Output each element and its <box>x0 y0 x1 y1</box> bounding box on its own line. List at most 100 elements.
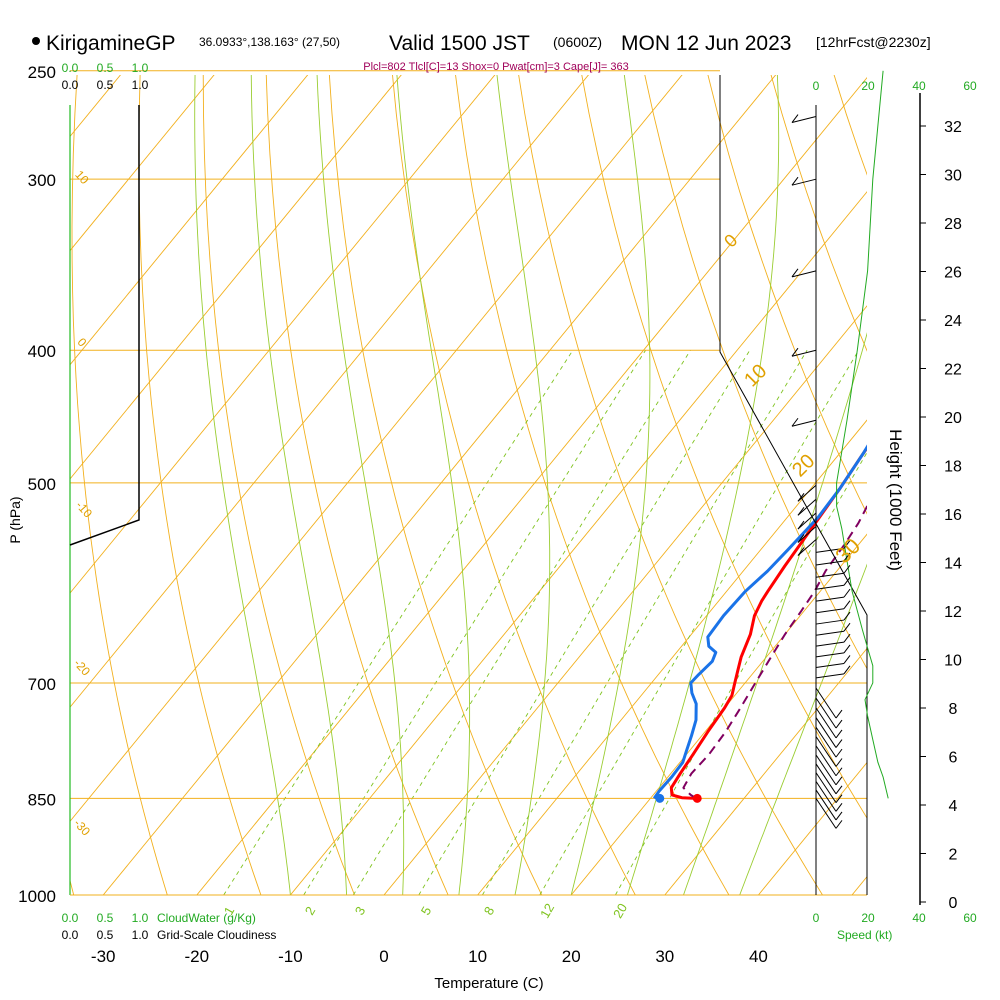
pressure-tick-label: 500 <box>28 475 56 494</box>
wind-barb <box>815 673 845 679</box>
isotherm-line <box>70 75 215 252</box>
isotherm-label: 10 <box>72 168 92 188</box>
height-axis-label: Height (1000 Feet) <box>886 429 905 571</box>
moist-adiabat-line <box>194 75 291 895</box>
height-tick-label: 16 <box>944 507 962 524</box>
cloudiness-bottom-tick-label: 0.5 <box>97 928 114 942</box>
dry-adiabat-line <box>581 75 867 819</box>
dry-adiabat-line <box>959 71 1000 895</box>
wind-barb <box>815 630 845 636</box>
speed-bottom-tick-label: 0 <box>813 911 820 925</box>
height-tick-label: 32 <box>944 119 962 136</box>
height-tick-label: 2 <box>949 847 958 864</box>
temperature-tick-label: 20 <box>562 947 581 966</box>
height-tick-label: 20 <box>944 410 962 427</box>
wind-barb <box>797 526 817 543</box>
wind-barb-flag <box>843 552 851 562</box>
cloudiness-top-tick-label: 1.0 <box>132 78 149 92</box>
cloudiness-bottom-tick-label: 0.0 <box>62 928 79 942</box>
surface-temperature-point <box>692 793 702 803</box>
series-temperature-line <box>669 445 867 800</box>
adiabat-label: 0 <box>720 230 741 251</box>
wind-barb-flag <box>791 114 799 123</box>
dry-adiabat-line <box>202 75 355 895</box>
wind-barb-flag <box>835 709 843 719</box>
wind-barb-flag <box>835 758 843 767</box>
mixing-ratio-label: 20 <box>610 901 630 921</box>
wind-barb-flag <box>835 748 843 758</box>
cloudiness-top-tick-label: 0.0 <box>62 78 79 92</box>
wind-barb-flag <box>791 176 799 186</box>
height-tick-label: 14 <box>944 556 962 573</box>
cloudiness-profile <box>69 105 140 546</box>
wind-barb <box>797 484 817 502</box>
speed-bottom-tick-label: 40 <box>912 911 926 925</box>
cloudiness-label: Grid-Scale Cloudiness <box>157 928 276 942</box>
wind-barb-flag <box>797 492 805 502</box>
wind-barb <box>797 539 817 556</box>
wind-barb <box>815 798 837 829</box>
cloudiness-bottom-tick-label: 1.0 <box>132 928 149 942</box>
isotherm-line <box>70 75 402 480</box>
mixing-ratio-line <box>223 349 574 895</box>
pressure-tick-label: 850 <box>28 790 56 809</box>
isotherm-label: -30 <box>71 816 93 838</box>
series-parcel-line <box>682 504 867 800</box>
moist-adiabat-line <box>570 75 651 895</box>
isotherm-label: -20 <box>71 656 93 678</box>
wind-barb <box>815 789 837 821</box>
wind-barb-flag <box>843 564 851 574</box>
temperature-tick-label: -30 <box>91 947 116 966</box>
speed-bottom-tick-label: 60 <box>963 911 977 925</box>
wind-barb <box>815 772 837 803</box>
mixing-ratio-line <box>418 349 751 895</box>
height-tick-label: 6 <box>949 750 958 767</box>
isotherm-line <box>851 875 867 895</box>
dry-adiabat-line <box>518 75 823 895</box>
temperature-tick-label: 10 <box>468 947 487 966</box>
wind-barb-flag <box>797 534 805 543</box>
wind-barb-flag <box>835 785 843 795</box>
wind-barb <box>797 498 817 516</box>
wind-barb <box>815 596 845 602</box>
wind-barb-flag <box>797 520 805 530</box>
isotherm-label: -10 <box>73 498 95 520</box>
height-tick-label: 0 <box>949 895 958 912</box>
wind-barb <box>791 270 817 278</box>
pressure-tick-label: 250 <box>28 63 56 82</box>
wind-barb-flag <box>843 600 851 609</box>
wind-barb-flag <box>843 655 851 664</box>
wind-barb <box>815 547 845 553</box>
dry-adiabat-line <box>392 75 636 895</box>
mixing-ratio-line <box>482 349 808 895</box>
pressure-tick-label: 700 <box>28 675 56 694</box>
wind-barb <box>791 419 817 427</box>
cloudwater-top-tick-label: 0.0 <box>62 61 79 75</box>
y-axis-label: P (hPa) <box>7 496 23 543</box>
dry-adiabat-line <box>770 75 867 352</box>
adiabat-label: 20 <box>788 450 819 481</box>
isotherm-label: 0 <box>75 335 90 350</box>
wind-barb <box>815 572 845 578</box>
wind-barb <box>815 619 845 625</box>
cloudwater-label: CloudWater (g/Kg) <box>157 911 256 925</box>
wind-barb-flag <box>843 665 851 675</box>
valid-utc: (0600Z) <box>553 34 602 50</box>
wind-barb <box>815 641 845 647</box>
speed-top-tick-label: 60 <box>963 79 977 93</box>
height-tick-label: 10 <box>944 653 962 670</box>
dry-adiabat-line <box>707 75 867 515</box>
wind-barb-flag <box>835 739 843 748</box>
speed-top-tick-label: 20 <box>861 79 875 93</box>
speed-top-tick-label: 0 <box>813 79 820 93</box>
moist-adiabat-line <box>250 75 348 895</box>
wind-barb <box>791 116 817 124</box>
dry-adiabat-line <box>896 71 1000 895</box>
wind-speed-profile <box>836 70 889 799</box>
wind-barb-flag <box>835 767 843 777</box>
wind-barb <box>815 560 845 566</box>
wind-barb <box>815 717 837 748</box>
temperature-tick-label: -20 <box>185 947 210 966</box>
moist-adiabat-line <box>396 75 471 895</box>
wind-barb-flag <box>843 633 851 643</box>
